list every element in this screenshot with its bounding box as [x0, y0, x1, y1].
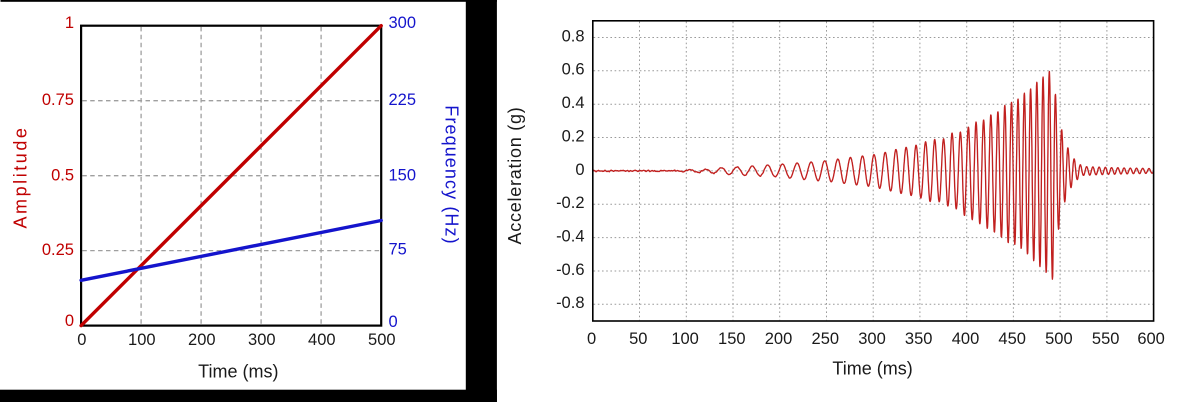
- svg-text:0: 0: [77, 331, 86, 349]
- svg-text:1: 1: [65, 14, 74, 32]
- svg-text:200: 200: [765, 330, 793, 348]
- svg-text:300: 300: [858, 330, 886, 348]
- svg-text:-0.2: -0.2: [556, 194, 584, 212]
- svg-text:550: 550: [1092, 330, 1120, 348]
- svg-text:450: 450: [998, 330, 1026, 348]
- svg-text:Amplitude: Amplitude: [11, 126, 31, 229]
- svg-text:0: 0: [587, 330, 596, 348]
- svg-text:150: 150: [718, 330, 746, 348]
- svg-text:0.25: 0.25: [42, 241, 74, 259]
- svg-text:-0.4: -0.4: [556, 228, 584, 246]
- svg-text:600: 600: [1137, 330, 1165, 348]
- svg-text:150: 150: [389, 166, 417, 184]
- svg-text:350: 350: [905, 330, 933, 348]
- svg-text:Acceleration (g): Acceleration (g): [505, 106, 525, 244]
- svg-text:50: 50: [629, 330, 647, 348]
- svg-text:75: 75: [389, 240, 407, 258]
- svg-text:300: 300: [389, 14, 417, 32]
- svg-text:0.6: 0.6: [562, 61, 585, 79]
- svg-text:500: 500: [1045, 330, 1073, 348]
- svg-text:400: 400: [308, 331, 336, 349]
- svg-text:Time (ms): Time (ms): [832, 359, 912, 379]
- svg-text:-0.8: -0.8: [556, 294, 584, 312]
- svg-text:500: 500: [368, 331, 396, 349]
- svg-text:0: 0: [575, 161, 584, 179]
- svg-text:225: 225: [389, 91, 417, 109]
- svg-text:0: 0: [65, 312, 74, 330]
- svg-text:300: 300: [248, 331, 276, 349]
- svg-text:0.2: 0.2: [562, 127, 585, 145]
- svg-text:200: 200: [188, 331, 216, 349]
- svg-text:Time (ms): Time (ms): [198, 362, 278, 382]
- svg-text:0.8: 0.8: [562, 27, 585, 45]
- svg-text:Frequency (Hz): Frequency (Hz): [442, 105, 462, 244]
- svg-text:400: 400: [952, 330, 980, 348]
- svg-text:0.5: 0.5: [51, 166, 74, 184]
- svg-text:250: 250: [812, 330, 840, 348]
- svg-text:-0.6: -0.6: [556, 261, 584, 279]
- svg-text:0: 0: [389, 313, 398, 331]
- svg-text:0.4: 0.4: [562, 94, 585, 112]
- svg-text:100: 100: [128, 331, 156, 349]
- svg-text:100: 100: [671, 330, 699, 348]
- svg-text:0.75: 0.75: [42, 91, 74, 109]
